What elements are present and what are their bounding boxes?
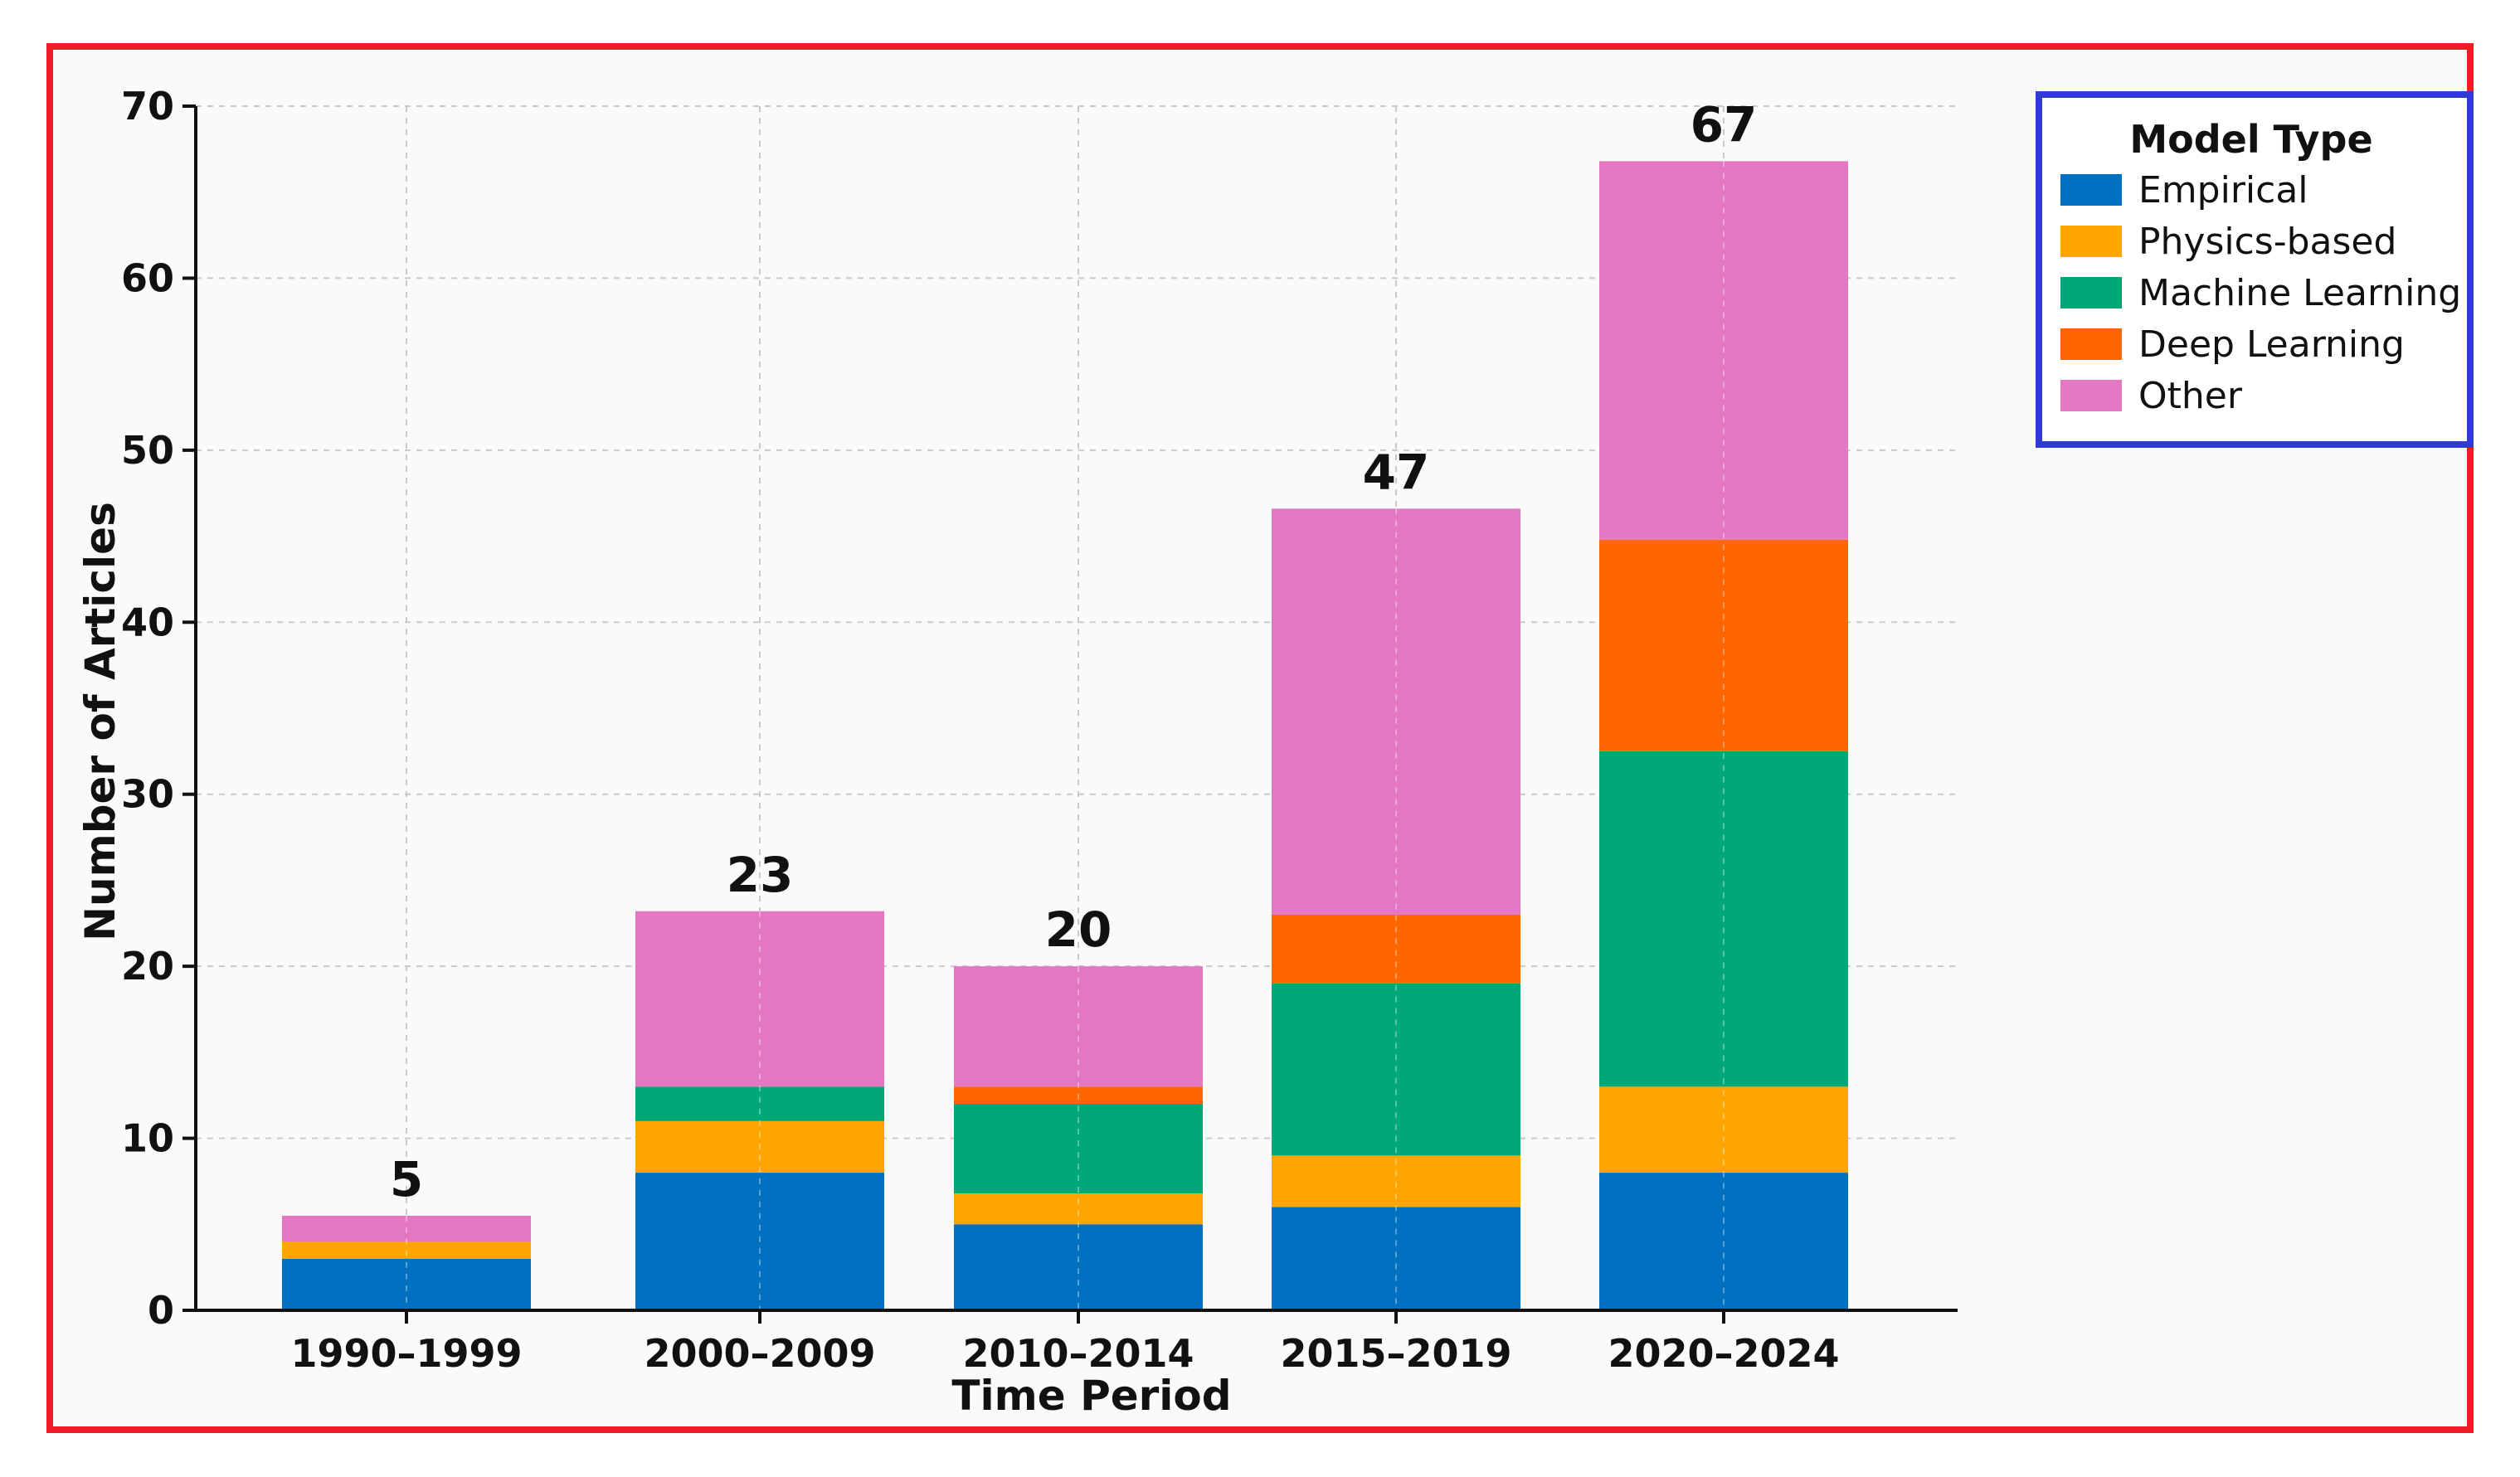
bar-segment [1599,161,1848,540]
x-tick-label: 2010–2014 [962,1331,1194,1376]
legend-label: Deep Learning [2138,323,2405,366]
y-tick-label: 40 [121,600,174,644]
legend-label: Other [2138,375,2243,417]
y-tick-label: 0 [148,1288,174,1333]
bar-segment [1599,751,1848,1087]
legend-items: Empirical Physics-based Machine Learning De… [2060,169,2461,417]
legend-label: Physics-based [2138,221,2396,263]
bar-segment [1599,1086,1848,1173]
legend-swatch [2060,277,2122,309]
bar-segment [282,1215,531,1242]
bar-segment [1272,914,1520,984]
bar-totals: 5 23 20 47 67 [390,96,1758,1207]
y-tick-label: 60 [121,255,174,300]
bar-segment [1272,983,1520,1156]
legend-label: Machine Learning [2138,272,2461,314]
bar-total-label: 23 [727,847,794,903]
bar-segment [635,1086,884,1121]
bar-segment [1272,1155,1520,1207]
y-tick-label: 20 [121,944,174,989]
bar-segment [1272,1207,1520,1310]
legend-swatch [2060,226,2122,257]
y-tick-label: 50 [121,428,174,473]
legend-swatch [2060,328,2122,360]
bar-segment [954,966,1203,1087]
bar-segment [954,1086,1203,1105]
legend-swatch [2060,174,2122,206]
y-tick-label: 70 [121,84,174,129]
bar-segment [635,911,884,1087]
bar-segment [635,1173,884,1310]
x-tick-label: 2020–2024 [1608,1331,1839,1376]
bar-segment [1599,1173,1848,1310]
legend-swatch [2060,380,2122,411]
bar-total-label: 5 [390,1151,423,1207]
bar-segment [954,1224,1203,1310]
bar-segment [282,1241,531,1259]
x-tick-label: 1990–1999 [290,1331,522,1376]
bar-segment [1599,539,1848,751]
x-tick-label: 2015–2019 [1280,1331,1511,1376]
bar-segment [635,1120,884,1173]
legend-label: Empirical [2138,169,2308,211]
bar-segment [1272,508,1520,915]
bar-total-label: 20 [1045,901,1112,958]
bar-segment [954,1104,1203,1193]
bar-segment [954,1193,1203,1225]
legend: Model Type Empirical Physics-based Machine… [2036,91,2474,448]
x-ticks: 1990–1999 2000–2009 2010–2014 2015–2019 2020… [290,1310,1840,1376]
x-tick-label: 2000–2009 [644,1331,875,1376]
legend-title: Model Type [2129,117,2372,162]
y-tick-label: 10 [121,1116,174,1161]
x-axis-title: Time Period [951,1372,1231,1420]
y-axis-title: Number of Articles [76,502,124,941]
y-ticks: 0 10 20 30 40 50 60 70 [121,84,196,1333]
bar-segment [282,1258,531,1310]
bar-total-label: 67 [1691,96,1758,153]
y-tick-label: 30 [121,772,174,817]
bars [282,161,1848,1310]
bar-total-label: 47 [1363,444,1430,500]
